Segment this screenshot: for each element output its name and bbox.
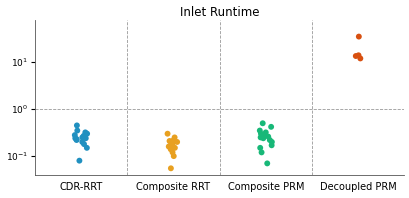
Point <box>257 132 263 135</box>
Point <box>268 144 274 147</box>
Point <box>352 54 358 58</box>
Point <box>80 134 87 137</box>
Point <box>81 143 87 146</box>
Point <box>82 137 89 140</box>
Point <box>167 167 174 170</box>
Point <box>267 125 274 129</box>
Point <box>259 122 265 125</box>
Point <box>72 137 79 140</box>
Point <box>170 138 176 142</box>
Point <box>263 162 270 165</box>
Title: Inlet Runtime: Inlet Runtime <box>180 6 259 19</box>
Point <box>169 151 175 154</box>
Point <box>74 129 81 132</box>
Point <box>166 139 173 143</box>
Point <box>74 124 80 127</box>
Point <box>169 141 176 145</box>
Point <box>167 148 173 151</box>
Point <box>356 57 363 60</box>
Point <box>83 146 90 149</box>
Point <box>256 129 263 132</box>
Point <box>73 138 80 141</box>
Point <box>171 136 178 139</box>
Point <box>173 140 180 144</box>
Point <box>73 138 80 142</box>
Point <box>257 136 263 139</box>
Point <box>355 35 361 38</box>
Point <box>264 135 271 138</box>
Point <box>166 179 172 182</box>
Point <box>82 131 88 134</box>
Point <box>256 146 263 149</box>
Point <box>262 131 268 134</box>
Point <box>259 137 266 140</box>
Point <box>266 138 272 142</box>
Point <box>164 132 171 135</box>
Point <box>171 146 178 149</box>
Point <box>168 143 175 146</box>
Point <box>79 136 85 139</box>
Point <box>268 140 274 144</box>
Point <box>354 54 361 57</box>
Point <box>170 154 177 158</box>
Point <box>165 145 172 148</box>
Point <box>83 132 90 135</box>
Point <box>258 151 264 154</box>
Point <box>79 140 85 144</box>
Point <box>167 144 173 147</box>
Point <box>76 159 83 162</box>
Point <box>261 133 267 137</box>
Point <box>71 133 78 137</box>
